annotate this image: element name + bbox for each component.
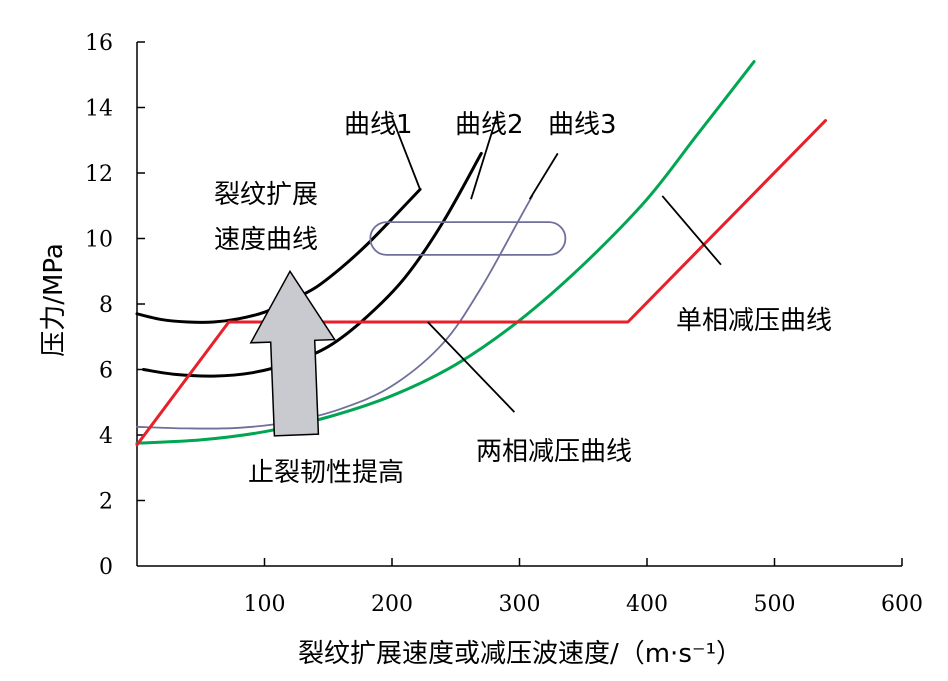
single-phase-pointer	[661, 195, 722, 266]
single-phase-label: 单相减压曲线	[676, 306, 832, 336]
curve1-label: 曲线1	[344, 110, 413, 140]
y-tick-label: 10	[85, 228, 113, 253]
y-tick-label: 0	[99, 555, 113, 580]
series-green	[135, 60, 756, 445]
y-tick-label: 2	[99, 490, 113, 515]
y-tick-label: 4	[99, 424, 113, 449]
x-axis-label: 裂纹扩展速度或减压波速度/（m·s⁻¹）	[298, 639, 742, 669]
highlight-pill	[369, 221, 567, 256]
curve2-label: 曲线2	[455, 110, 524, 140]
x-tick-label: 600	[881, 592, 923, 617]
curve3-label: 曲线3	[548, 110, 617, 140]
two-phase-label: 两相减压曲线	[476, 437, 632, 467]
curve1-pointer	[391, 116, 421, 190]
curve3-pointer	[528, 152, 559, 200]
toughness-label: 止裂韧性提高	[248, 458, 404, 488]
axes: 0 2 4 6 8 10 12 14 16 100 200 300 400 500 600	[85, 31, 923, 617]
x-tick-label: 400	[626, 592, 668, 617]
annotation-layer	[249, 116, 722, 437]
two-phase-pointer	[427, 321, 516, 413]
y-tick-label: 8	[99, 293, 113, 318]
toughness-arrow	[249, 269, 337, 437]
crack-curve-label-line1: 裂纹扩展	[214, 180, 318, 210]
x-tick-label: 500	[754, 592, 796, 617]
y-tick-label: 14	[85, 97, 113, 122]
crack-curve-label-line2: 速度曲线	[214, 225, 318, 255]
curve2-pointer	[470, 117, 498, 200]
x-tick-label: 100	[244, 592, 286, 617]
x-tick-label: 300	[499, 592, 541, 617]
y-axis-label: 压力/MPa	[39, 243, 69, 357]
series-curve3	[136, 195, 534, 430]
y-tick-label: 6	[99, 359, 113, 384]
y-tick-label: 16	[85, 31, 113, 56]
x-tick-label: 200	[371, 592, 413, 617]
y-tick-label: 12	[85, 162, 113, 187]
